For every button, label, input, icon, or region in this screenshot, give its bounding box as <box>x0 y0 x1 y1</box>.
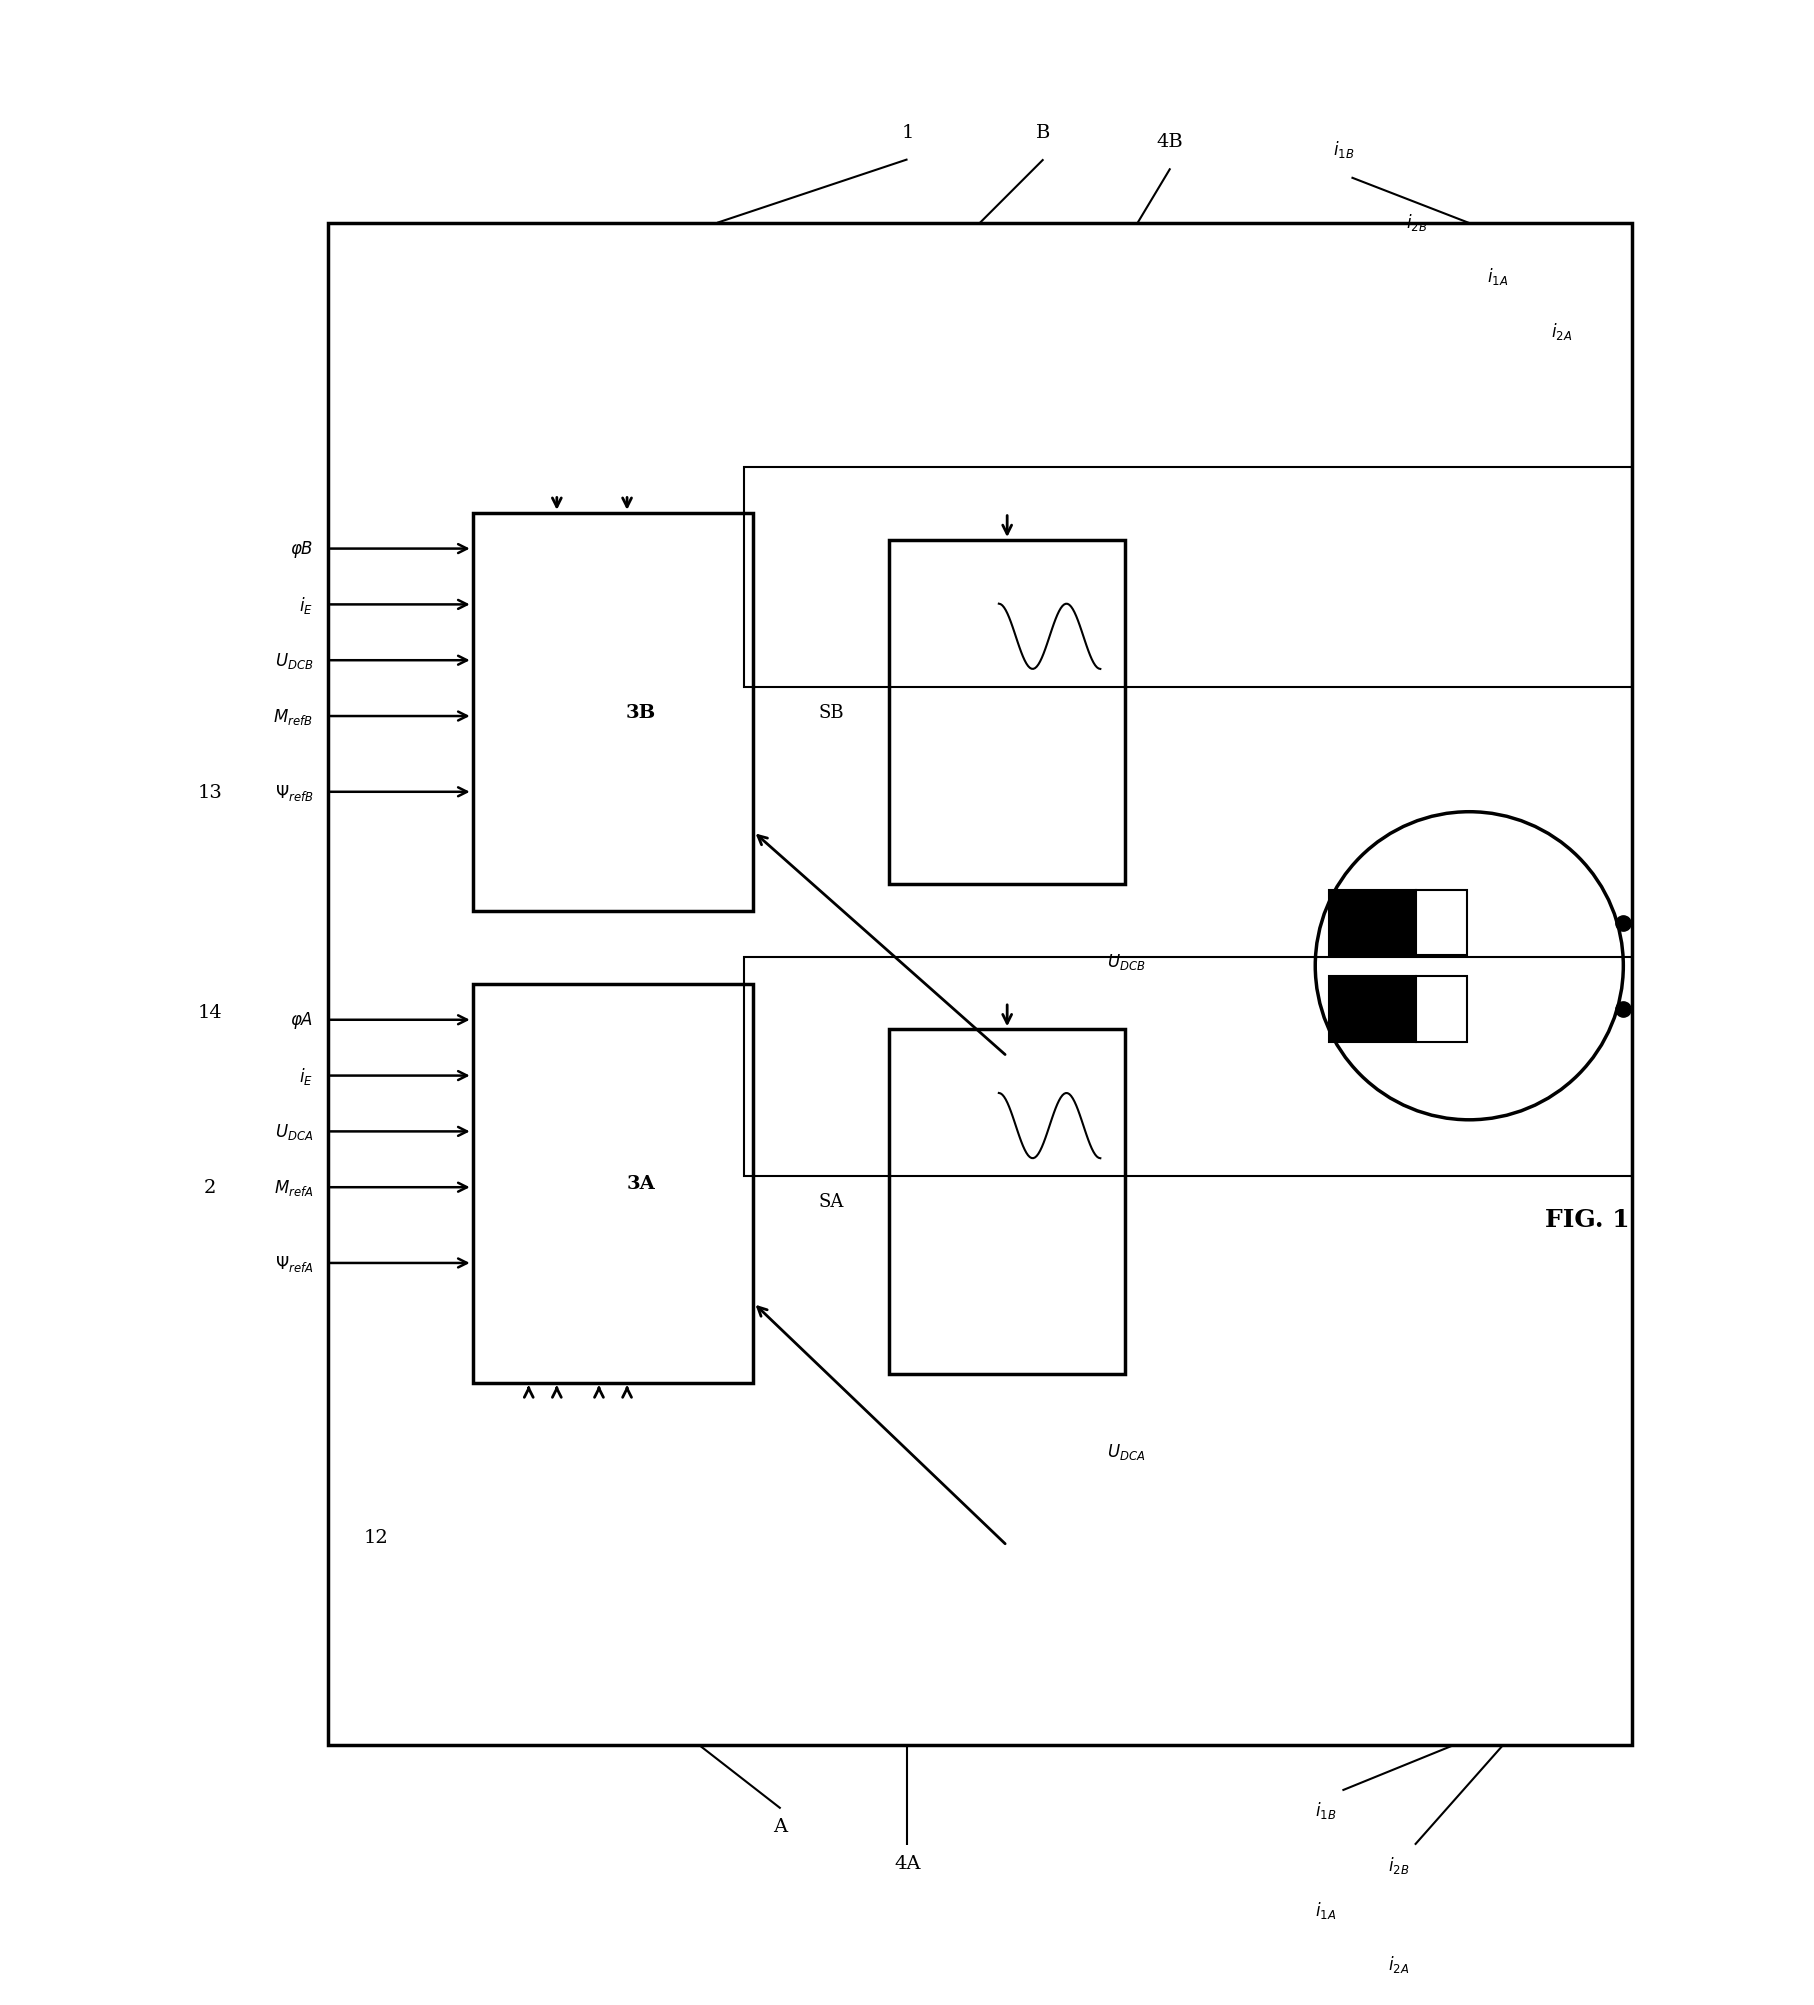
Bar <box>327 225 1631 1744</box>
Text: 1: 1 <box>902 124 912 142</box>
Bar <box>889 1031 1125 1373</box>
Bar <box>472 513 753 912</box>
Text: $U_{DCA}$: $U_{DCA}$ <box>1107 1442 1145 1462</box>
Bar <box>472 984 753 1383</box>
Bar <box>744 467 1631 688</box>
Bar <box>1328 976 1415 1043</box>
Text: B: B <box>1036 124 1050 142</box>
Text: $M_{refB}$: $M_{refB}$ <box>274 706 314 726</box>
Text: 4B: 4B <box>1156 132 1183 150</box>
Bar <box>1328 890 1415 956</box>
Bar <box>1415 890 1466 956</box>
Text: $\Psi_{refA}$: $\Psi_{refA}$ <box>274 1253 314 1273</box>
Text: $i_E$: $i_E$ <box>299 595 314 616</box>
Text: $i_{1B}$: $i_{1B}$ <box>1333 138 1353 160</box>
Bar <box>889 541 1125 884</box>
Bar <box>744 956 1631 1177</box>
Text: $\Psi_{refB}$: $\Psi_{refB}$ <box>274 782 314 802</box>
Text: 3B: 3B <box>626 704 657 722</box>
Text: $\varphi B$: $\varphi B$ <box>290 539 314 559</box>
Text: $U_{DCB}$: $U_{DCB}$ <box>274 652 314 672</box>
Text: $i_{1B}$: $i_{1B}$ <box>1315 1798 1335 1821</box>
Text: $i_{2A}$: $i_{2A}$ <box>1388 1953 1408 1975</box>
Text: $i_{1A}$: $i_{1A}$ <box>1487 267 1507 287</box>
Text: $i_{2A}$: $i_{2A}$ <box>1549 321 1571 341</box>
Text: 13: 13 <box>198 784 221 802</box>
Text: $U_{DCA}$: $U_{DCA}$ <box>274 1123 314 1141</box>
Text: SA: SA <box>818 1193 844 1211</box>
Text: $i_{2B}$: $i_{2B}$ <box>1388 1855 1408 1875</box>
Text: $M_{refA}$: $M_{refA}$ <box>274 1177 314 1197</box>
Text: $U_{DCB}$: $U_{DCB}$ <box>1107 952 1145 972</box>
Text: SB: SB <box>818 704 844 722</box>
Bar <box>1415 976 1466 1043</box>
Text: 4A: 4A <box>894 1855 920 1873</box>
Text: A: A <box>773 1819 787 1837</box>
Text: $i_{2B}$: $i_{2B}$ <box>1406 213 1426 233</box>
Text: 2: 2 <box>203 1179 216 1197</box>
Text: FIG. 1: FIG. 1 <box>1544 1207 1629 1231</box>
Text: $i_E$: $i_E$ <box>299 1065 314 1087</box>
Text: $\varphi A$: $\varphi A$ <box>290 1011 314 1031</box>
Text: 3A: 3A <box>626 1175 655 1193</box>
Text: $i_{1A}$: $i_{1A}$ <box>1315 1899 1335 1921</box>
Text: 12: 12 <box>363 1528 388 1546</box>
Text: 14: 14 <box>198 1002 221 1021</box>
